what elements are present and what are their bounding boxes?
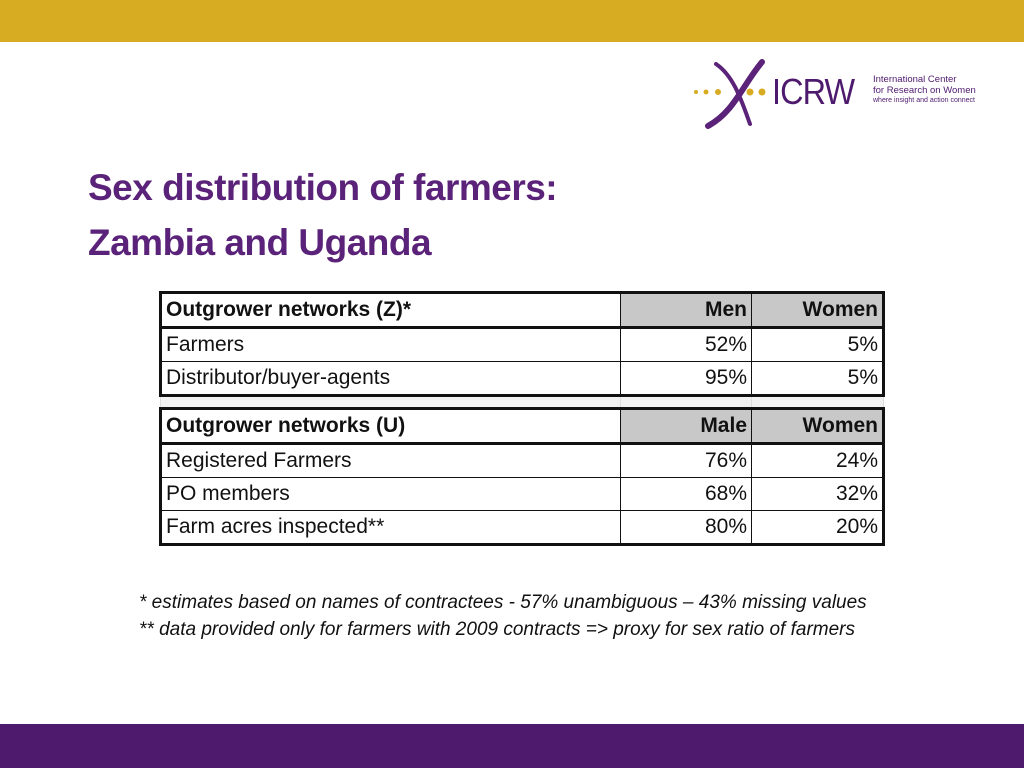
women-value: 5% [751, 327, 885, 362]
row-label: PO members [159, 477, 621, 511]
table-row: Farmers 52% 5% [159, 327, 885, 362]
men-value: 52% [620, 327, 752, 362]
men-value: 95% [620, 361, 752, 397]
table-row: Farm acres inspected** 80% 20% [159, 510, 885, 546]
table-row: Registered Farmers 76% 24% [159, 443, 885, 478]
male-value: 68% [620, 477, 752, 511]
slide-title-line2: Zambia and Uganda [88, 222, 432, 263]
male-value: 80% [620, 510, 752, 546]
icrw-logo: ICRW International Center for Research o… [686, 54, 996, 132]
row-label: Distributor/buyer-agents [159, 361, 621, 397]
logo-mark-icon [694, 59, 766, 129]
women-value: 5% [751, 361, 885, 397]
header-cell: Women [751, 291, 885, 329]
table-spacer-row [160, 394, 884, 410]
table-header-row-zambia: Outgrower networks (Z)* Men Women [159, 291, 885, 329]
row-label: Farm acres inspected** [159, 510, 621, 546]
header-cell: Outgrower networks (Z)* [159, 291, 621, 329]
footnote: * estimates based on names of contractee… [139, 592, 867, 640]
slide-title-line1: Sex distribution of farmers: [88, 167, 558, 208]
header-cell: Outgrower networks (U) [159, 407, 621, 445]
header-cell: Men [620, 291, 752, 329]
top-gold-band [0, 0, 1024, 42]
logo-tagline-line1: International Center [873, 74, 957, 85]
sex-distribution-table: Outgrower networks (Z)* Men Women Farmer… [159, 291, 885, 546]
table-row: Distributor/buyer-agents 95% 5% [159, 361, 885, 397]
slide-title: Sex distribution of farmers: Zambia and … [88, 160, 558, 270]
women-value: 24% [751, 443, 885, 478]
row-label: Registered Farmers [159, 443, 621, 478]
bottom-purple-band [0, 724, 1024, 768]
row-label: Farmers [159, 327, 621, 362]
table-row: PO members 68% 32% [159, 477, 885, 511]
header-cell: Women [751, 407, 885, 445]
spacer-cell [160, 394, 621, 410]
women-value: 20% [751, 510, 885, 546]
logo-wordmark: ICRW [772, 71, 855, 112]
spacer-cell [620, 394, 752, 410]
spacer-cell [751, 394, 884, 410]
logo-tagline: International Center for Research on Wom… [873, 74, 976, 106]
header-cell: Male [620, 407, 752, 445]
table-header-row-uganda: Outgrower networks (U) Male Women [159, 407, 885, 445]
logo-motto: where insight and action connect [873, 97, 975, 104]
women-value: 32% [751, 477, 885, 511]
logo-tagline-line2: for Research on Women [873, 85, 976, 96]
male-value: 76% [620, 443, 752, 478]
